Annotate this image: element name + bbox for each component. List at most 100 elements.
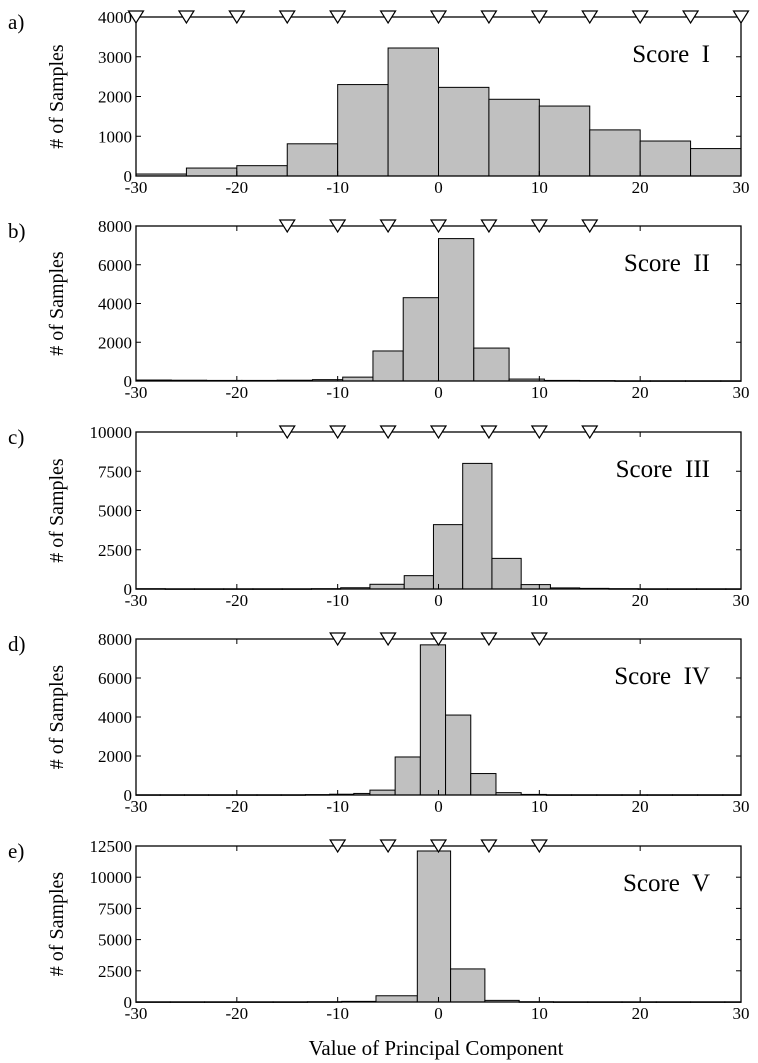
- x-tick-label: -10: [326, 591, 349, 610]
- triangle-marker: [329, 10, 347, 25]
- triangle-marker: [379, 219, 397, 234]
- x-tick-label: 0: [434, 591, 443, 610]
- histogram-bar: [589, 129, 641, 177]
- x-tick-label: 20: [632, 383, 649, 402]
- histogram-bar: [369, 789, 396, 796]
- histogram-bar: [286, 143, 339, 177]
- x-tick-label: -20: [225, 178, 248, 197]
- triangle-marker: [379, 632, 397, 647]
- x-tick-label: 30: [733, 1004, 750, 1023]
- triangle-marker: [429, 219, 448, 234]
- x-tick-label: 0: [434, 383, 443, 402]
- y-tick-label: 0: [124, 167, 133, 186]
- histogram-bar: [488, 98, 540, 177]
- y-tick-label: 12500: [90, 837, 133, 856]
- x-tick-label: 30: [733, 383, 750, 402]
- y-tick-label: 1000: [98, 127, 132, 146]
- histogram-bar: [236, 165, 288, 177]
- triangle-marker: [329, 425, 347, 440]
- triangle-marker: [631, 10, 649, 25]
- histogram-panel: -30 -20 -10 0 10 20 30 0 2000 4000 6000 8000 b) # of …: [8, 217, 750, 402]
- triangle-marker: [732, 10, 750, 25]
- histogram-panel: -30 -20 -10 0 10 20 30 0 2500 5000 7500 10000 c) # of…: [8, 423, 750, 610]
- y-tick-label: 0: [124, 786, 133, 805]
- panel-letter: c): [8, 425, 24, 449]
- x-tick-label: -30: [125, 1004, 148, 1023]
- x-tick-label: -30: [125, 383, 148, 402]
- y-axis-label: # of Samples: [46, 458, 68, 563]
- histogram-panel: -30 -20 -10 0 10 20 30 0 2000 4000 6000 8000 d) # of …: [8, 630, 750, 816]
- histogram-bar: [375, 995, 418, 1003]
- triangle-marker: [177, 10, 195, 25]
- y-axis-label: # of Samples: [46, 872, 68, 977]
- histogram-bar: [438, 238, 475, 382]
- y-tick-label: 4000: [98, 8, 132, 27]
- triangle-marker: [379, 10, 397, 25]
- y-tick-label: 10000: [90, 423, 133, 442]
- y-tick-label: 6000: [98, 669, 132, 688]
- y-axis-label: # of Samples: [46, 44, 68, 149]
- x-tick-label: 20: [632, 591, 649, 610]
- x-tick-label: -10: [326, 1004, 349, 1023]
- panel-letter: d): [8, 632, 26, 656]
- triangle-marker: [581, 219, 599, 234]
- x-tick-label: 20: [632, 797, 649, 816]
- triangle-marker: [329, 839, 347, 854]
- x-tick-label: -30: [125, 797, 148, 816]
- triangle-marker: [480, 219, 498, 234]
- histogram-bar: [403, 575, 434, 590]
- triangle-marker: [682, 10, 700, 25]
- triangle-marker: [530, 839, 548, 854]
- triangle-marker: [480, 839, 498, 854]
- histogram-bar: [402, 297, 440, 382]
- x-tick-label: 30: [733, 178, 750, 197]
- histogram-bar: [450, 968, 486, 1003]
- triangle-marker: [228, 10, 246, 25]
- y-tick-label: 8000: [98, 217, 132, 236]
- histogram-bar: [372, 350, 404, 382]
- histogram-bar: [432, 524, 464, 590]
- histogram-bar: [445, 714, 472, 796]
- y-tick-label: 3000: [98, 48, 132, 67]
- y-tick-label: 2500: [98, 962, 132, 981]
- score-label: Score IV: [614, 663, 710, 690]
- x-tick-label: -10: [326, 178, 349, 197]
- histogram-bar: [387, 47, 440, 177]
- x-tick-label: -20: [225, 797, 248, 816]
- y-tick-label: 5000: [98, 502, 132, 521]
- triangle-marker: [530, 425, 548, 440]
- x-tick-label: 30: [733, 591, 750, 610]
- triangle-marker: [278, 219, 296, 234]
- triangle-marker: [379, 425, 397, 440]
- histogram-bar: [462, 462, 493, 590]
- score-label: Score II: [624, 250, 710, 277]
- x-tick-label: 10: [531, 383, 548, 402]
- y-tick-label: 4000: [98, 295, 132, 314]
- triangle-marker: [379, 839, 397, 854]
- x-tick-label: -20: [225, 383, 248, 402]
- panel-letter: e): [8, 839, 24, 863]
- triangle-marker: [480, 632, 498, 647]
- x-tick-label: 0: [434, 178, 443, 197]
- x-tick-label: -20: [225, 1004, 248, 1023]
- triangle-marker: [329, 632, 347, 647]
- histogram-bar: [438, 86, 490, 177]
- score-label: Score V: [623, 870, 710, 897]
- triangle-marker: [581, 425, 599, 440]
- triangle-marker: [278, 425, 296, 440]
- score-label: Score I: [632, 41, 710, 68]
- y-tick-label: 0: [124, 993, 133, 1012]
- y-tick-label: 4000: [98, 708, 132, 727]
- x-tick-label: -10: [326, 797, 349, 816]
- y-tick-label: 2500: [98, 541, 132, 560]
- triangle-marker: [429, 632, 448, 647]
- triangle-marker: [530, 219, 548, 234]
- histogram-bar: [419, 644, 447, 796]
- triangle-marker: [127, 10, 145, 25]
- triangle-marker: [429, 10, 448, 25]
- triangle-marker: [329, 219, 347, 234]
- x-tick-label: -30: [125, 591, 148, 610]
- triangle-marker: [480, 10, 498, 25]
- y-tick-label: 2000: [98, 333, 132, 352]
